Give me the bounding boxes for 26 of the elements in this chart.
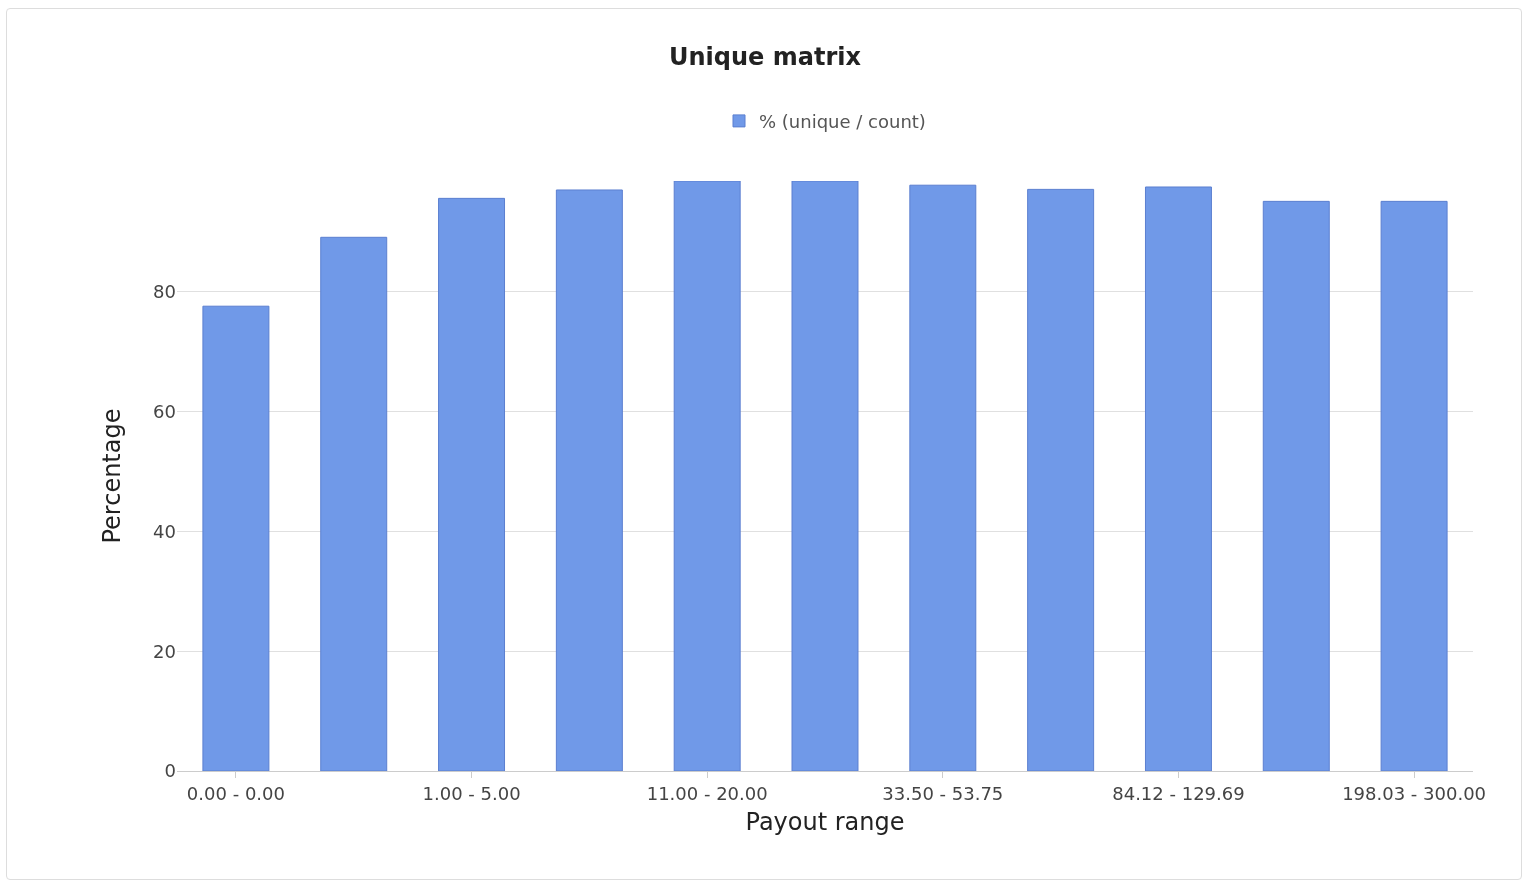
legend-label: % (unique / count) xyxy=(759,110,926,132)
y-tick-label: 60 xyxy=(153,400,176,422)
bar xyxy=(1027,188,1095,771)
x-tick-label: 1.00 - 5.00 xyxy=(422,782,521,804)
bar xyxy=(1144,186,1212,771)
bar xyxy=(438,197,506,771)
bar xyxy=(791,181,859,771)
bar xyxy=(1380,200,1448,771)
bar xyxy=(320,236,388,771)
x-axis-title: Payout range xyxy=(745,807,905,836)
bar xyxy=(673,181,741,771)
x-tick-label: 84.12 - 129.69 xyxy=(1112,782,1245,804)
bar xyxy=(1262,200,1330,771)
chart-title: Unique matrix xyxy=(669,43,862,72)
bar xyxy=(555,189,623,771)
y-tick-label: 20 xyxy=(153,640,176,662)
y-tick-label: 0 xyxy=(164,760,176,782)
x-tick-label: 0.00 - 0.00 xyxy=(186,782,285,804)
bar xyxy=(909,184,977,771)
x-tick-label: 11.00 - 20.00 xyxy=(646,782,768,804)
bar xyxy=(202,305,270,771)
x-tick-label: 33.50 - 53.75 xyxy=(882,782,1004,804)
y-tick-label: 80 xyxy=(153,281,176,303)
y-axis-title: Percentage xyxy=(98,408,127,544)
x-tick-label: 198.03 - 300.00 xyxy=(1342,782,1487,804)
y-tick-label: 40 xyxy=(153,520,176,542)
